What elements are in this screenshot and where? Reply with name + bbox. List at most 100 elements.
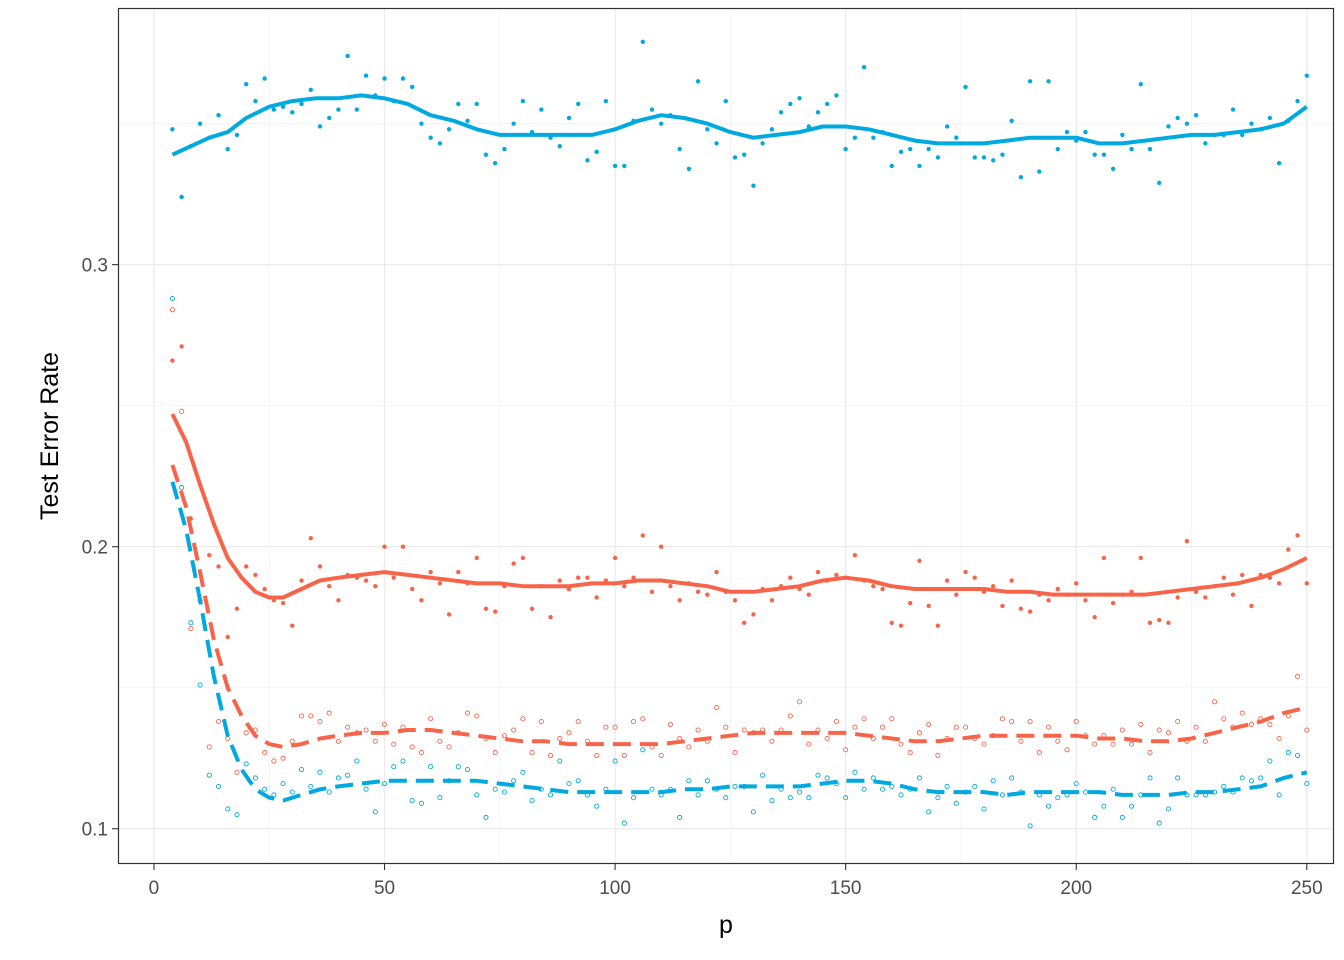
data-point <box>511 778 517 784</box>
data-point <box>299 101 304 107</box>
data-point <box>1249 121 1254 126</box>
data-point <box>409 797 415 804</box>
data-point <box>391 764 397 770</box>
data-point <box>880 724 886 730</box>
data-point <box>474 713 480 719</box>
data-point <box>290 623 295 628</box>
data-point <box>1295 752 1301 758</box>
data-point <box>1046 724 1052 730</box>
data-point <box>428 569 433 575</box>
data-point <box>317 769 323 775</box>
data-point <box>1110 786 1116 792</box>
data-point <box>529 606 535 611</box>
data-point <box>1110 166 1116 171</box>
data-point <box>815 569 821 575</box>
data-point <box>179 344 184 349</box>
data-point <box>732 750 738 756</box>
data-point <box>234 606 240 611</box>
y-tick-label: 0.3 <box>82 256 108 277</box>
data-point <box>382 76 387 81</box>
data-point <box>520 716 526 722</box>
data-point <box>898 149 904 155</box>
data-point <box>833 719 839 725</box>
data-point <box>483 152 489 157</box>
data-point <box>1184 538 1190 544</box>
data-point <box>880 786 886 792</box>
data-point <box>557 735 563 742</box>
data-point <box>585 575 590 580</box>
data-point <box>889 620 894 626</box>
data-point <box>603 724 609 730</box>
data-point <box>492 750 498 756</box>
data-point <box>825 101 830 107</box>
data-point <box>483 606 489 611</box>
data-point <box>944 124 950 129</box>
data-point <box>713 704 720 711</box>
data-point <box>465 118 470 124</box>
data-point <box>880 586 885 592</box>
data-point <box>575 719 581 725</box>
data-point <box>298 713 305 719</box>
data-point <box>501 789 507 795</box>
data-point <box>234 812 240 818</box>
data-point <box>972 783 978 789</box>
data-point <box>1193 724 1199 730</box>
data-point <box>381 781 388 787</box>
data-point <box>695 589 701 595</box>
data-point <box>169 307 175 313</box>
smooth-line <box>170 481 1308 803</box>
data-point <box>1295 673 1301 679</box>
data-point <box>723 98 728 104</box>
data-point <box>870 775 876 781</box>
data-point <box>336 598 341 603</box>
data-point <box>1184 121 1190 126</box>
data-point <box>732 783 738 789</box>
data-point <box>871 583 876 589</box>
data-point <box>207 552 212 558</box>
data-point <box>1193 112 1199 118</box>
data-point <box>621 752 627 758</box>
data-point <box>944 578 950 583</box>
data-point <box>373 583 378 589</box>
data-point <box>446 744 452 750</box>
data-point <box>991 158 996 163</box>
data-point <box>354 758 360 764</box>
data-point <box>861 65 867 70</box>
data-point <box>732 598 738 603</box>
data-point <box>1156 820 1162 826</box>
data-point <box>1147 750 1153 756</box>
data-point <box>400 76 406 81</box>
data-point <box>474 555 479 561</box>
data-point <box>298 766 305 773</box>
data-point <box>972 575 977 580</box>
data-point <box>1276 735 1282 742</box>
data-point <box>852 552 858 558</box>
data-point <box>769 127 775 132</box>
data-point <box>418 750 424 756</box>
data-point <box>428 716 434 722</box>
data-point <box>898 741 904 747</box>
data-point <box>1202 738 1208 744</box>
data-point <box>1295 533 1300 538</box>
data-point <box>493 609 498 614</box>
data-point <box>1074 581 1079 586</box>
data-point <box>170 127 175 132</box>
data-point <box>594 752 600 758</box>
data-point <box>215 783 222 789</box>
data-point <box>981 806 987 812</box>
data-point <box>566 115 572 121</box>
data-point <box>409 744 415 750</box>
data-point <box>649 786 655 792</box>
data-point <box>1138 721 1144 727</box>
data-point <box>926 603 931 609</box>
data-point <box>243 81 249 87</box>
data-point <box>1221 716 1227 722</box>
data-point <box>1009 118 1014 124</box>
data-point <box>806 592 811 597</box>
data-point <box>253 98 258 104</box>
data-point <box>935 795 941 801</box>
data-point <box>622 583 627 589</box>
data-point <box>806 741 812 747</box>
x-tick-label: 200 <box>1060 878 1092 899</box>
data-point <box>197 121 203 126</box>
